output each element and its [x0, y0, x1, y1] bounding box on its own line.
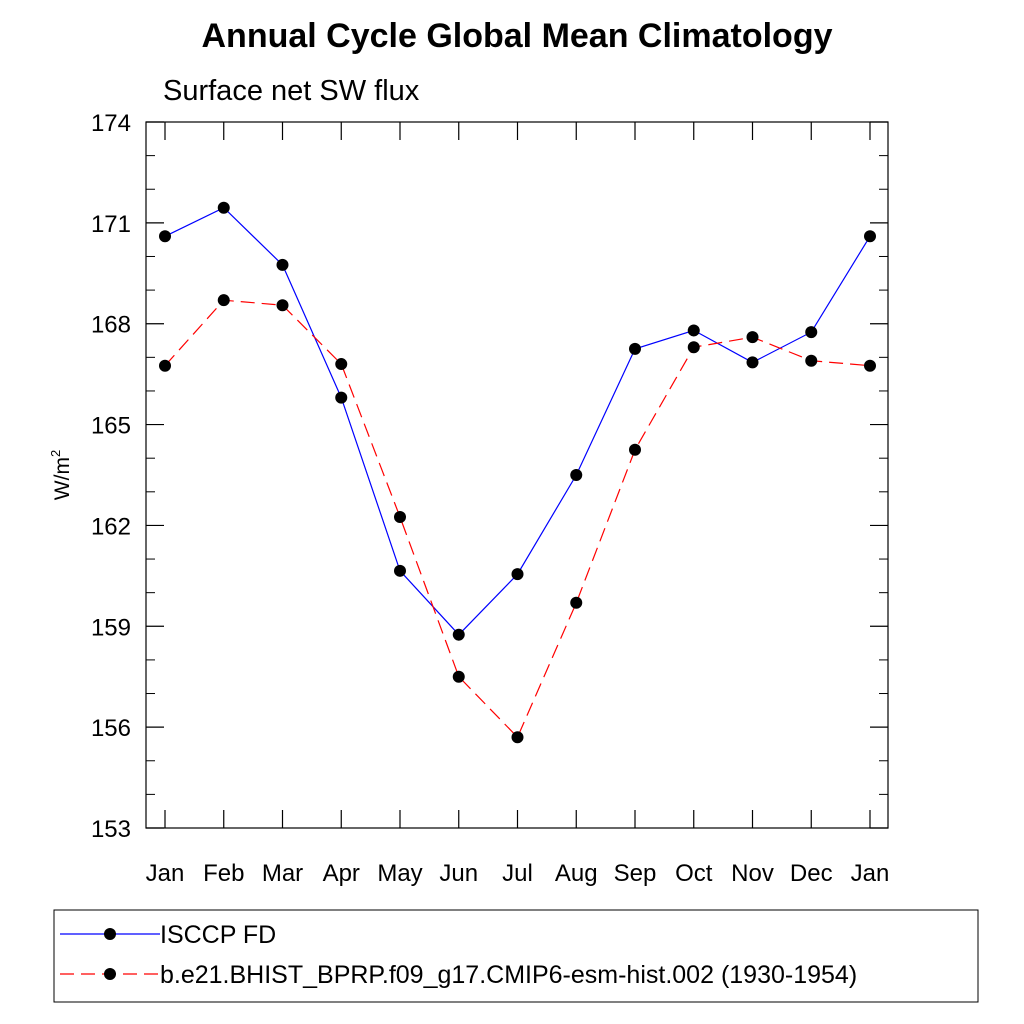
- x-tick-label: Nov: [731, 860, 774, 887]
- series-1-point: [217, 201, 230, 214]
- legend-box: [53, 909, 979, 1003]
- series-2-point: [394, 511, 406, 524]
- x-tick-label: Jun: [439, 860, 478, 887]
- series-2-point: [159, 359, 171, 372]
- plot-lines: [164, 206, 871, 739]
- series-2-point: [687, 341, 700, 354]
- x-tick-label: Apr: [323, 860, 360, 887]
- series-1-point: [394, 564, 406, 577]
- y-tick-label: 162: [91, 513, 131, 540]
- series-line-2: [164, 299, 871, 739]
- x-tick-label: Jul: [502, 860, 533, 887]
- series-1-point: [570, 469, 583, 481]
- plot-axes: 153 156 159 162 165 168 171 174 Jan Feb Mar Apr May J…: [91, 110, 889, 887]
- legend-marker-2: [104, 968, 116, 980]
- y-tick-label: 171: [91, 211, 131, 238]
- y-tick-label: 156: [91, 715, 131, 742]
- series-1-point: [511, 568, 524, 581]
- series-1-point: [159, 230, 171, 243]
- chart-title: Annual Cycle Global Mean Climatology: [202, 17, 833, 55]
- y-tick-label: 174: [91, 110, 131, 137]
- series-1-point: [335, 391, 348, 404]
- series-2-point: [805, 354, 818, 367]
- series-1-point: [452, 628, 465, 641]
- series-2-point: [335, 358, 348, 371]
- series-1-point: [276, 258, 289, 271]
- x-tick-label: Oct: [675, 860, 713, 887]
- y-tick-label: 153: [91, 816, 131, 843]
- x-tick-label: Feb: [203, 860, 244, 887]
- y-tick-label: 165: [91, 413, 131, 440]
- series-1-point: [805, 326, 818, 339]
- x-tick-label: Sep: [614, 860, 657, 887]
- y-axis-label-superscript: 2: [48, 450, 63, 457]
- series-2-point: [276, 299, 289, 312]
- series-2-point: [629, 443, 641, 456]
- chart-subtitle: Surface net SW flux: [163, 75, 420, 107]
- y-tick-label: 168: [91, 312, 131, 339]
- series-1-point: [687, 324, 700, 337]
- x-tick-label: Mar: [262, 860, 303, 887]
- legend: ISCCP FD b.e21.BHIST_BPRP.f09_g17.CMIP6-e…: [53, 909, 979, 1003]
- legend-label-1: ISCCP FD: [160, 921, 276, 949]
- series-1-point: [746, 356, 759, 369]
- series-2-point: [452, 670, 465, 683]
- x-tick-label: May: [377, 860, 422, 887]
- series-1-point: [864, 230, 876, 243]
- series-2-point: [217, 294, 230, 307]
- x-tick-label: Jan: [851, 860, 890, 887]
- x-tick-label: Dec: [790, 860, 833, 887]
- y-tick-label: 159: [91, 614, 131, 641]
- plot-frame: [145, 121, 889, 829]
- series-1-point: [629, 342, 641, 355]
- series-2-point: [746, 331, 759, 344]
- series-2-point: [570, 596, 583, 609]
- series-2-point: [864, 359, 876, 372]
- legend-marker-1: [104, 928, 116, 940]
- x-tick-label: Jan: [146, 860, 185, 887]
- x-tick-label: Aug: [555, 860, 598, 887]
- plot-markers: [159, 201, 876, 744]
- series-2-point: [511, 731, 524, 744]
- y-axis-label: W/m2: [48, 450, 74, 500]
- legend-label-2: b.e21.BHIST_BPRP.f09_g17.CMIP6-esm-hist.…: [160, 961, 857, 989]
